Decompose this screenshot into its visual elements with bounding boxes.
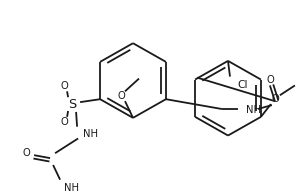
Text: NH: NH xyxy=(83,129,98,139)
Text: Cl: Cl xyxy=(237,80,247,91)
Text: O: O xyxy=(60,117,68,127)
Text: NH: NH xyxy=(64,183,79,193)
Text: S: S xyxy=(68,98,76,111)
Text: NH: NH xyxy=(246,105,261,115)
Text: O: O xyxy=(117,91,125,101)
Text: O: O xyxy=(266,74,274,85)
Text: O: O xyxy=(271,94,279,104)
Text: O: O xyxy=(22,148,30,158)
Text: O: O xyxy=(60,81,68,91)
